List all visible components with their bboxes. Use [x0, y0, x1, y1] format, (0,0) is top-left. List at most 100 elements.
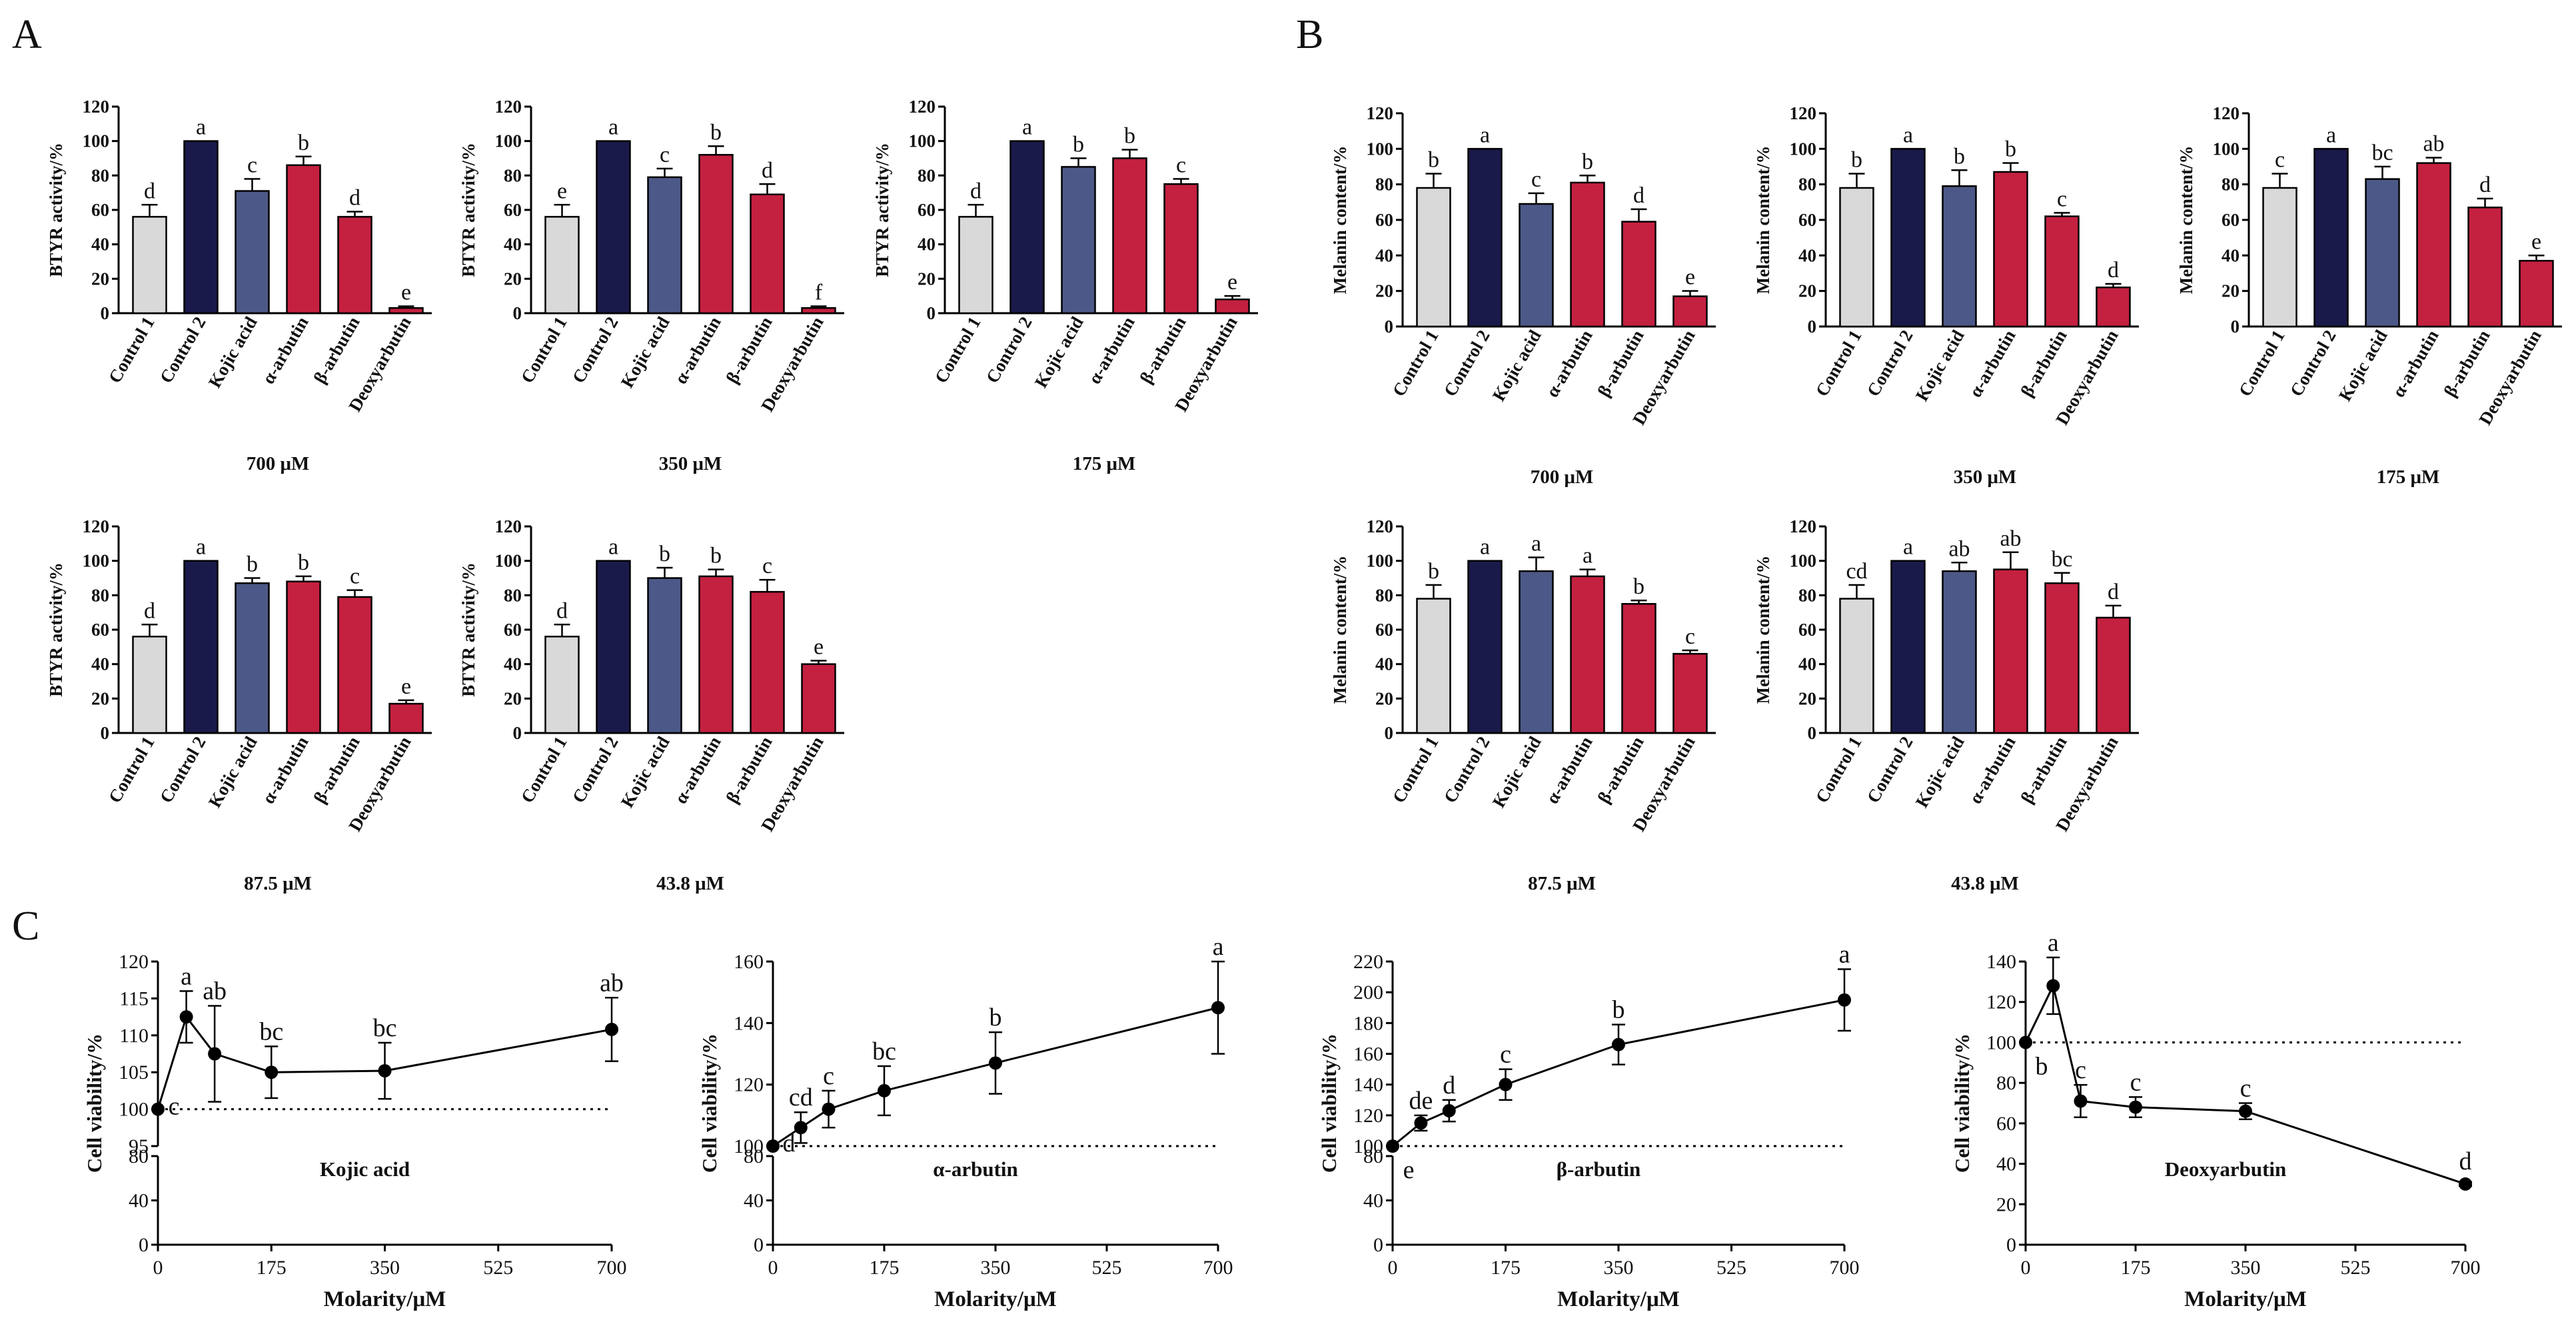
panel-label-c: C: [12, 904, 39, 949]
concentration-label: 700 μM: [247, 453, 310, 474]
significance-letter: c: [1176, 153, 1186, 178]
x-tick-label: 700: [2451, 1257, 2481, 1279]
y-tick-label: 80: [1798, 175, 1816, 195]
y-tick-label: 0: [2006, 1234, 2016, 1256]
y-tick-label: 20: [1996, 1193, 2016, 1215]
y-axis-label: Cell viability/%: [698, 1033, 721, 1173]
x-tick-label: 700: [1203, 1257, 1233, 1279]
significance-letter: e: [2531, 229, 2541, 254]
x-tick-label: 0: [2021, 1257, 2031, 1279]
y-tick-label: 120: [83, 97, 110, 117]
bar-3: [286, 580, 321, 734]
y-axis-label: Melanin content/%: [1753, 146, 1773, 295]
significance-letter: bc: [2371, 141, 2393, 165]
y-tick-label: 20: [1798, 281, 1816, 301]
data-point-5: [1211, 1001, 1225, 1015]
significance-letter: c: [660, 143, 670, 167]
y-tick-label: 100: [1790, 551, 1817, 571]
data-point-5: [1838, 993, 1851, 1007]
significance-letter: d: [2479, 173, 2491, 197]
significance-letter: c: [762, 554, 772, 578]
bar-1: [1890, 560, 1926, 734]
data-point-4: [1612, 1037, 1625, 1051]
y-tick-label: 115: [119, 988, 149, 1009]
bar-1: [596, 140, 631, 315]
bar-2: [2365, 178, 2400, 328]
significance-letter: d: [2108, 580, 2119, 604]
bar-1: [1467, 560, 1503, 734]
x-tick-label: 175: [257, 1257, 287, 1279]
bar-3: [1570, 575, 1605, 734]
panel-label-a: A: [12, 12, 42, 57]
bar-4: [2044, 582, 2080, 734]
significance-letter: c: [1500, 1041, 1511, 1069]
y-tick-label: 160: [1353, 1043, 1383, 1065]
bar-5: [1672, 295, 1708, 328]
y-tick-label: 60: [1375, 210, 1393, 230]
y-axis-label: BTYR activity/%: [458, 143, 478, 277]
y-tick-label: 80: [2222, 175, 2240, 195]
data-point-0: [1386, 1139, 1399, 1153]
compound-label: β-arbutin: [1557, 1157, 1641, 1181]
bar-2: [647, 176, 682, 315]
bar-0: [1416, 187, 1451, 328]
y-tick-label: 0: [101, 303, 110, 323]
concentration-label: 175 μM: [2377, 466, 2440, 488]
significance-letter: b: [1428, 559, 1439, 584]
y-tick-label: 120: [83, 516, 110, 536]
y-tick-label: 120: [1790, 103, 1817, 123]
significance-letter: b: [1428, 148, 1439, 173]
y-tick-label: 20: [91, 688, 109, 708]
compound-label: α-arbutin: [933, 1157, 1018, 1181]
y-axis-label: BTYR activity/%: [458, 562, 478, 697]
y-tick-label: 80: [91, 165, 109, 185]
significance-letter: cd: [1846, 559, 1867, 584]
significance-letter: c: [1531, 167, 1541, 192]
data-point-5: [2459, 1177, 2472, 1191]
category-label: Control 1: [2235, 327, 2289, 400]
y-tick-label: 80: [91, 585, 109, 605]
significance-letter: b: [989, 1004, 1002, 1031]
category-label: β-arbutin: [1136, 313, 1190, 386]
bar-0: [544, 216, 580, 315]
category-label: Control 2: [568, 733, 622, 806]
data-point-1: [2046, 979, 2060, 993]
x-tick-label: 175: [870, 1257, 900, 1279]
y-tick-label: 20: [918, 269, 936, 289]
y-tick-label: 60: [1798, 210, 1816, 230]
y-tick-label: 40: [744, 1190, 764, 1212]
significance-letter: b: [1954, 144, 1965, 169]
category-label: Control 1: [517, 733, 571, 806]
significance-letter: a: [181, 962, 192, 990]
y-axis-label: Melanin content/%: [1330, 146, 1350, 295]
category-label: Kojic acid: [205, 733, 261, 811]
data-point-2: [1442, 1103, 1456, 1117]
significance-letter: a: [1480, 123, 1490, 147]
category-label: Kojic acid: [1031, 313, 1087, 391]
category-label: Control 1: [1389, 327, 1443, 400]
y-tick-label: 80: [504, 165, 522, 185]
x-tick-label: 525: [1092, 1257, 1122, 1279]
y-axis-label: BTYR activity/%: [46, 562, 66, 697]
data-point-2: [208, 1047, 222, 1061]
y-tick-label: 40: [1375, 245, 1393, 265]
significance-letter: e: [1685, 265, 1695, 290]
category-label: β-arbutin: [310, 733, 364, 806]
y-tick-label: 80: [744, 1145, 764, 1167]
significance-letter: b: [1582, 149, 1593, 174]
bar-4: [337, 216, 372, 315]
category-label: β-arbutin: [722, 313, 776, 386]
y-tick-label: 0: [927, 303, 936, 323]
bar-chart-B-43.8: 0 20 40 60 80 100 120 Melanin content/% cd Contro…: [1753, 516, 2139, 894]
bar-2: [1942, 185, 1977, 328]
y-tick-label: 20: [504, 688, 522, 708]
data-point-5: [605, 1022, 618, 1036]
y-tick-label: 120: [1353, 1105, 1383, 1127]
category-label: β-arbutin: [1594, 327, 1648, 400]
significance-letter: a: [196, 535, 206, 560]
category-label: Kojic acid: [205, 313, 261, 391]
significance-letter: e: [1403, 1156, 1415, 1184]
x-tick-label: 700: [1830, 1257, 1860, 1279]
